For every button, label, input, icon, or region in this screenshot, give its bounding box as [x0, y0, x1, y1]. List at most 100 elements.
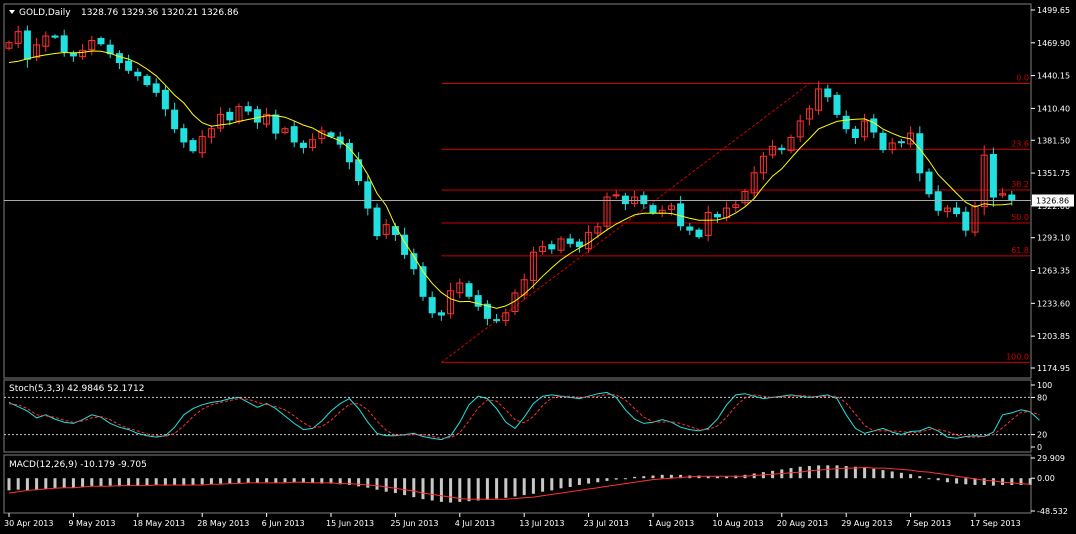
candle-body — [401, 234, 409, 255]
macd-histogram-bar — [715, 476, 719, 479]
macd-histogram-bar — [439, 478, 443, 502]
fib-level-label: 0.0 — [1016, 73, 1029, 82]
date-tick-label: 7 Sep 2013 — [906, 519, 952, 528]
candle-body — [879, 132, 887, 151]
candle-body — [548, 244, 556, 250]
macd-histogram-bar — [108, 478, 112, 486]
macd-histogram-bar — [366, 478, 370, 488]
macd-histogram-bar — [476, 478, 480, 501]
candle-body — [695, 229, 703, 238]
macd-histogram-bar — [835, 465, 839, 479]
macd-histogram-bar — [16, 478, 20, 490]
macd-histogram-bar — [403, 478, 407, 496]
macd-histogram-bar — [255, 478, 259, 483]
candle-body — [934, 191, 942, 211]
chart-header: GOLD,Daily 1328.76 1329.36 1320.21 1326.… — [9, 8, 239, 18]
candle-body — [962, 211, 970, 231]
macd-histogram-bar — [338, 478, 342, 485]
macd-histogram-bar — [25, 478, 29, 491]
candle-body — [373, 207, 381, 237]
candle-body — [888, 142, 896, 151]
date-tick-label: 15 Jun 2013 — [326, 519, 374, 528]
macd-panel[interactable]: 29.909 0.00 -48.532 MACD(12,26,9) -10.179 … — [3, 454, 1068, 516]
macd-histogram-bar — [1019, 478, 1023, 485]
candle-body — [916, 133, 924, 174]
price-tick-label: 1440.15 — [1037, 72, 1070, 81]
candle-body — [861, 120, 869, 138]
candle-body — [14, 31, 22, 44]
dropdown-triangle-icon — [9, 10, 15, 14]
macd-histogram-bar — [393, 478, 397, 494]
price-tick-label: 1381.50 — [1037, 136, 1070, 145]
macd-histogram-bar — [909, 474, 913, 479]
candle-body — [382, 224, 390, 235]
date-axis: 30 Apr 2013 9 May 2013 18 May 2013 28 May 2… — [4, 513, 1021, 528]
candle-body — [437, 312, 445, 316]
macd-histogram-bar — [219, 478, 223, 484]
macd-histogram-bar — [651, 475, 655, 479]
stochastic-main-line — [8, 391, 1040, 441]
macd-histogram-bar — [918, 476, 922, 479]
candle-body — [299, 142, 307, 148]
macd-histogram-bar — [1010, 478, 1014, 485]
candle-body — [943, 207, 951, 213]
macd-histogram-bar — [62, 478, 66, 488]
price-tick-label: 1469.90 — [1037, 39, 1070, 48]
candle-body — [833, 94, 841, 115]
candle-body — [143, 75, 151, 86]
ohlc-readout: 1328.76 1329.36 1320.21 1326.86 — [81, 8, 239, 18]
candle-body — [502, 312, 510, 322]
macd-histogram-bar — [145, 478, 149, 485]
macd-histogram-bar — [449, 478, 453, 503]
macd-histogram-bar — [292, 478, 296, 483]
macd-histogram-bar — [817, 465, 821, 479]
candle-body — [704, 211, 712, 236]
candle-body — [79, 49, 87, 58]
candle-body — [741, 191, 749, 204]
candle-body — [870, 118, 878, 133]
macd-histogram-bar — [734, 475, 738, 479]
macd-histogram-bar — [964, 478, 968, 485]
macd-histogram-bar — [853, 466, 857, 479]
candle-body — [778, 147, 786, 151]
candle-body — [244, 106, 252, 112]
macd-histogram-bar — [117, 478, 121, 487]
candle-body — [23, 30, 31, 60]
candle-body — [115, 53, 123, 64]
candle-body — [557, 238, 565, 251]
macd-histogram-bar — [384, 478, 388, 492]
candle-body — [272, 114, 280, 134]
price-tick-label: 1293.10 — [1037, 234, 1070, 243]
macd-tick-label: 29.909 — [1037, 454, 1065, 463]
macd-histogram-bar — [660, 474, 664, 479]
date-tick-label: 28 May 2013 — [197, 519, 249, 528]
macd-histogram-bar — [807, 466, 811, 479]
stochastic-panel[interactable]: 100 80 20 0 Stoch(5,3,3) 42.9846 52.1712 — [3, 379, 1052, 453]
candle-body — [989, 153, 997, 198]
candle-body — [217, 113, 225, 129]
candle-body — [33, 44, 41, 58]
macd-histogram-bar — [725, 476, 729, 479]
candle-body — [824, 88, 832, 98]
macd-histogram-bar — [99, 478, 103, 487]
candle-body — [171, 109, 179, 130]
date-tick-label: 6 Jun 2013 — [262, 519, 305, 528]
fib-level-label: 23.6 — [1011, 139, 1029, 148]
macd-histogram-bar — [596, 478, 600, 483]
candle-body — [594, 226, 602, 234]
stochastic-tick-label: 80 — [1037, 393, 1047, 402]
candle-body — [1008, 194, 1016, 201]
candle-body — [851, 128, 859, 139]
macd-histogram-bar — [955, 478, 959, 484]
macd-histogram-bar — [301, 478, 305, 483]
macd-histogram-bar — [182, 478, 186, 486]
macd-histogram-bar — [35, 478, 39, 490]
macd-histogram-bar — [246, 478, 250, 483]
macd-histogram-bar — [577, 478, 581, 485]
price-tick-label: 1410.40 — [1037, 104, 1070, 113]
macd-histogram-bar — [945, 478, 949, 483]
candle-body — [603, 196, 611, 227]
macd-tick-label: -48.532 — [1037, 507, 1068, 516]
